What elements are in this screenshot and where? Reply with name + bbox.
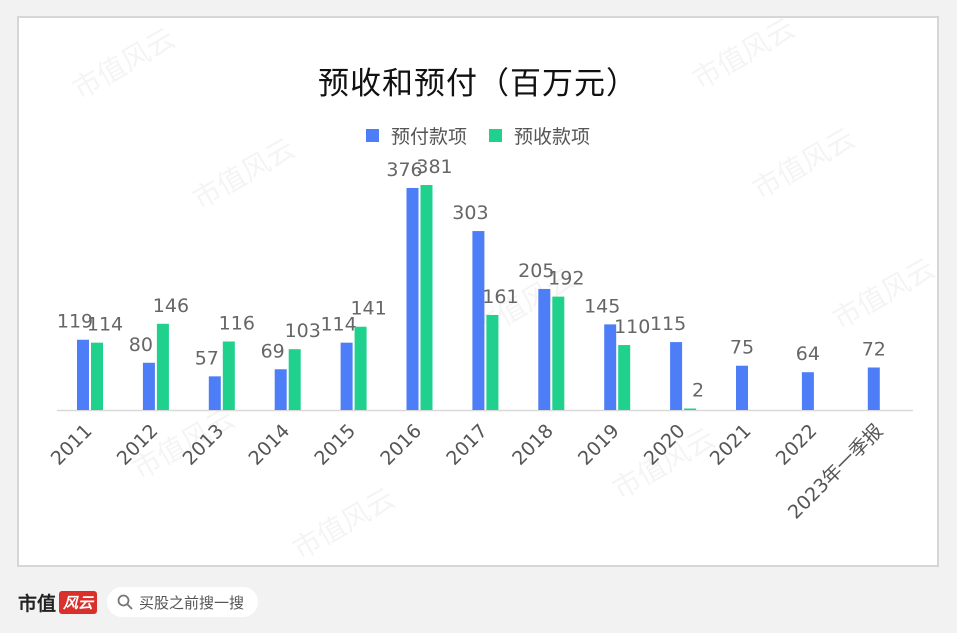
watermark-text: 市值风云 bbox=[287, 481, 401, 566]
data-label: 146 bbox=[153, 295, 189, 317]
data-label: 119 bbox=[57, 311, 93, 333]
data-label: 303 bbox=[452, 202, 488, 224]
watermark-text: 市值风云 bbox=[187, 131, 301, 216]
bar bbox=[274, 369, 287, 410]
data-label: 114 bbox=[320, 314, 356, 336]
bar bbox=[208, 376, 221, 410]
chart-title: 预收和预付（百万元） bbox=[318, 66, 638, 102]
x-tick-label: 2011 bbox=[47, 420, 97, 470]
data-label: 69 bbox=[261, 340, 285, 362]
bar bbox=[288, 349, 301, 410]
brand-text: 市值 bbox=[18, 592, 57, 615]
data-label: 381 bbox=[416, 156, 452, 178]
bar bbox=[801, 372, 814, 410]
brand-badge: 风云 bbox=[59, 590, 98, 614]
bar bbox=[618, 345, 631, 410]
x-tick-label: 2017 bbox=[442, 420, 492, 470]
watermark-text: 市值风云 bbox=[827, 251, 941, 336]
bar bbox=[670, 342, 683, 410]
footer: 市值 风云 买股之前搜一搜 bbox=[18, 585, 259, 619]
bar bbox=[340, 342, 353, 410]
watermark-text: 市值风云 bbox=[67, 21, 181, 106]
data-label: 141 bbox=[350, 298, 386, 320]
x-tick-label: 2016 bbox=[376, 420, 426, 470]
data-label: 57 bbox=[195, 347, 219, 369]
data-label: 110 bbox=[614, 316, 650, 338]
search-box[interactable]: 买股之前搜一搜 bbox=[107, 587, 259, 617]
watermark-text: 市值风云 bbox=[687, 11, 801, 96]
legend-swatch-prepaid bbox=[365, 129, 379, 142]
bar bbox=[552, 296, 565, 410]
bar bbox=[538, 288, 551, 410]
legend-item-prepaid: 预付款项 bbox=[365, 122, 467, 149]
data-label: 80 bbox=[129, 334, 153, 356]
watermark-text: 市值风云 bbox=[747, 121, 861, 206]
data-label: 161 bbox=[482, 286, 518, 308]
x-tick-label: 2022 bbox=[772, 420, 822, 470]
bar bbox=[91, 342, 103, 410]
x-tick-label: 2019 bbox=[574, 420, 624, 470]
data-label: 114 bbox=[87, 314, 123, 336]
data-label: 64 bbox=[796, 343, 820, 365]
x-tick-label: 2014 bbox=[244, 420, 294, 470]
bar bbox=[604, 324, 617, 410]
search-text: 买股之前搜一搜 bbox=[139, 593, 245, 612]
search-icon bbox=[117, 594, 133, 610]
bar bbox=[406, 187, 419, 410]
x-tick-label: 2018 bbox=[508, 420, 558, 470]
bar bbox=[736, 365, 748, 410]
data-label: 116 bbox=[219, 312, 255, 334]
bar bbox=[222, 341, 235, 410]
data-label: 192 bbox=[548, 268, 584, 290]
data-label: 205 bbox=[518, 260, 554, 282]
bar bbox=[472, 231, 485, 410]
data-label: 2 bbox=[692, 380, 704, 402]
legend-swatch-advance bbox=[489, 129, 502, 142]
chart-card: 预收和预付（百万元） 预付款项 预收款项 bbox=[17, 16, 939, 567]
legend-label-prepaid: 预付款项 bbox=[390, 126, 467, 148]
bar bbox=[420, 185, 433, 410]
chart-legend: 预付款项 预收款项 bbox=[19, 122, 937, 149]
data-label: 72 bbox=[862, 338, 886, 360]
bar bbox=[77, 339, 89, 410]
bar bbox=[142, 362, 155, 410]
data-label: 145 bbox=[584, 295, 620, 317]
brand-logo: 市值 风云 bbox=[18, 589, 98, 616]
data-label: 115 bbox=[650, 313, 686, 335]
bar bbox=[867, 367, 880, 410]
data-label: 376 bbox=[386, 159, 422, 181]
legend-item-advance: 预收款项 bbox=[489, 122, 590, 149]
bar bbox=[486, 314, 499, 410]
bar bbox=[684, 408, 697, 410]
data-label: 75 bbox=[730, 337, 754, 359]
legend-label-advance: 预收款项 bbox=[514, 126, 591, 148]
x-tick-label: 2015 bbox=[310, 420, 360, 470]
bar bbox=[156, 323, 169, 410]
bar bbox=[354, 326, 367, 410]
data-label: 103 bbox=[285, 320, 321, 342]
